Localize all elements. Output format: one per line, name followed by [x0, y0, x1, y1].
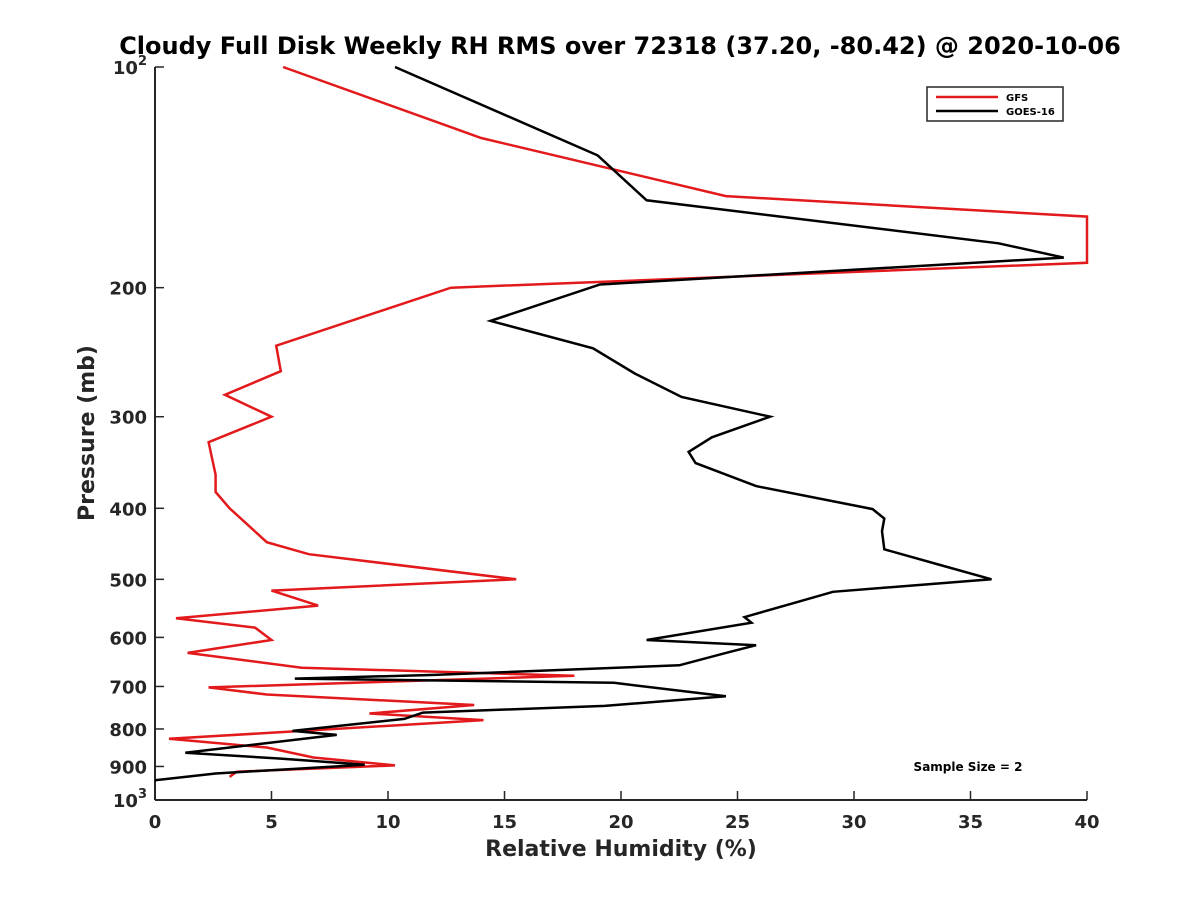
- x-axis-label: Relative Humidity (%): [485, 837, 757, 862]
- y-tick-label: 400: [109, 499, 147, 520]
- legend-box: [926, 86, 1064, 122]
- legend-label-goes16: GOES-16: [1006, 107, 1055, 118]
- y-tick-label: 102: [113, 54, 147, 79]
- x-tick-label: 25: [725, 812, 750, 833]
- series-line-goes16: [154, 65, 1064, 782]
- y-tick-label: 300: [109, 408, 147, 429]
- x-tick-label: 10: [375, 812, 400, 833]
- y-tick-label: 900: [109, 757, 147, 778]
- series-layer: [154, 65, 1089, 782]
- legend-label-gfs: GFS: [1006, 93, 1028, 104]
- y-tick-label: 200: [109, 279, 147, 300]
- sample-size-annotation: Sample Size = 2: [914, 760, 1023, 774]
- y-tick-label: 500: [109, 570, 147, 591]
- chart-title: Cloudy Full Disk Weekly RH RMS over 7231…: [119, 32, 1121, 60]
- y-ticks: 102 200 300 400 500 600 700 800 900 103: [109, 54, 164, 812]
- x-ticks: 0 5 10 15 20 25 30 35 40: [149, 791, 1100, 833]
- y-tick-label: 800: [109, 720, 147, 741]
- y-tick-label: 600: [109, 628, 147, 649]
- x-tick-label: 15: [492, 812, 517, 833]
- x-tick-label: 20: [608, 812, 633, 833]
- x-tick-label: 35: [958, 812, 983, 833]
- x-tick-label: 5: [265, 812, 278, 833]
- x-tick-label: 0: [149, 812, 162, 833]
- series-line-gfs: [168, 65, 1089, 778]
- y-tick-label: 700: [109, 677, 147, 698]
- x-tick-label: 40: [1074, 812, 1099, 833]
- legend: GFS GOES-16: [926, 86, 1064, 122]
- y-tick-label: 103: [113, 787, 147, 812]
- y-axis-label: Pressure (mb): [75, 345, 100, 521]
- x-tick-label: 30: [841, 812, 866, 833]
